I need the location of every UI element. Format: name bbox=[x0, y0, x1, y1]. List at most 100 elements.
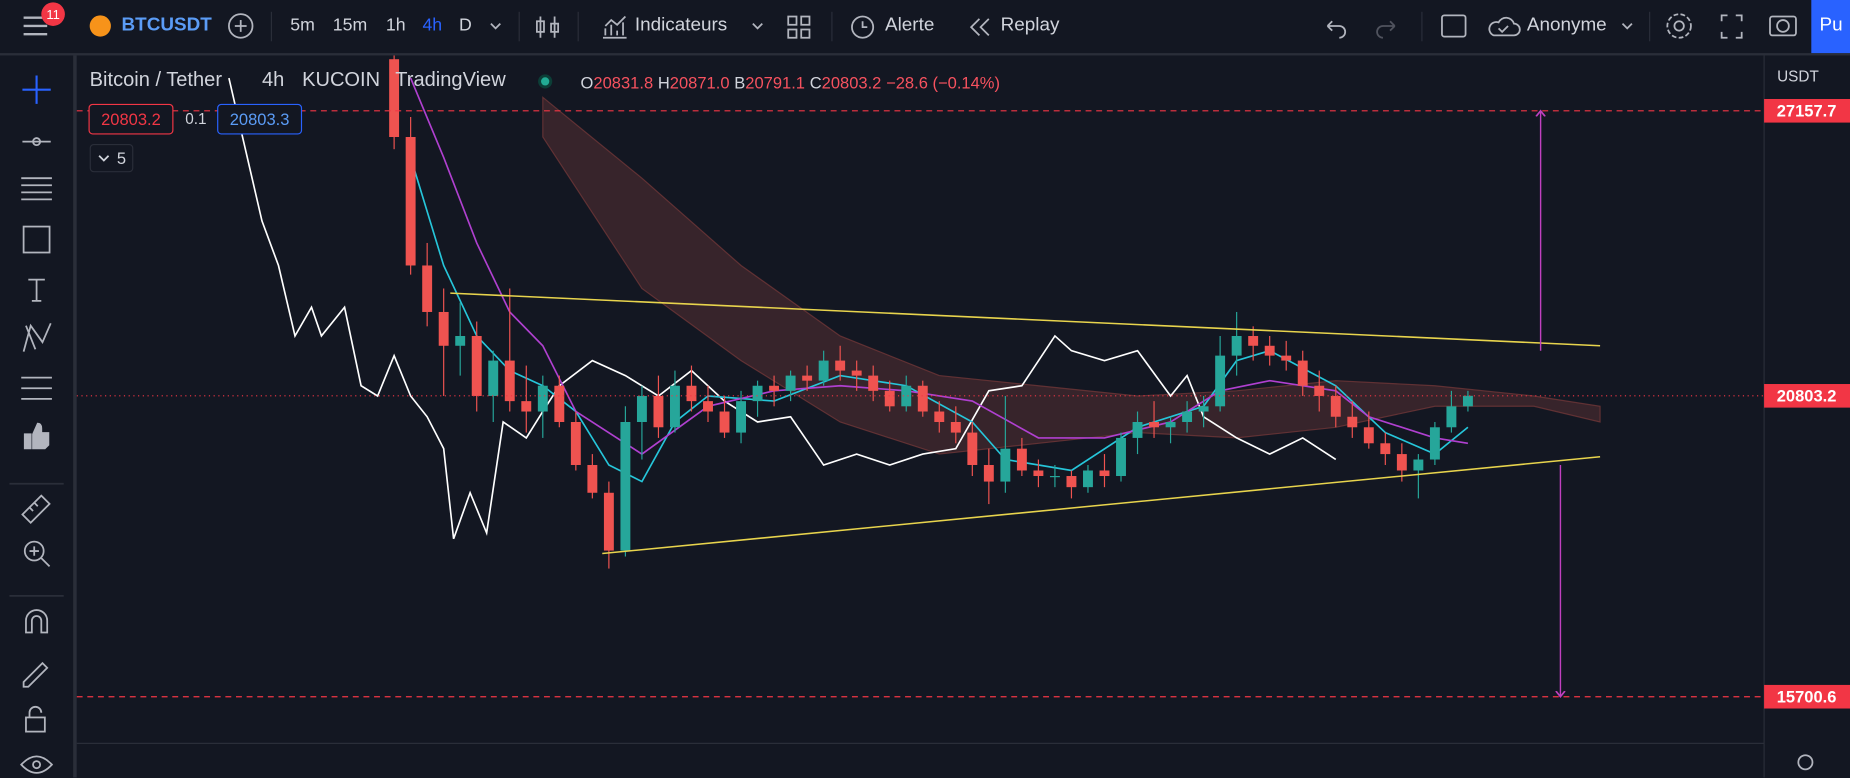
candle-body bbox=[1066, 476, 1077, 488]
chevron[interactable] bbox=[752, 22, 763, 30]
candle-body bbox=[1215, 355, 1226, 407]
lens bbox=[1776, 19, 1790, 33]
buy-price[interactable]: 20803.3 bbox=[229, 109, 290, 129]
ruler-tool[interactable] bbox=[21, 494, 51, 524]
level-label: 15700.6 bbox=[1777, 688, 1837, 706]
camera-icon[interactable] bbox=[1769, 15, 1797, 37]
instrument-name: Bitcoin / Tether bbox=[89, 68, 223, 91]
level-tag bbox=[1764, 684, 1850, 709]
top-icons bbox=[23, 13, 1797, 39]
grid-icon[interactable] bbox=[787, 15, 798, 26]
candle-body bbox=[950, 421, 961, 433]
indicators-icon[interactable] bbox=[602, 15, 627, 39]
interval[interactable]: 15m bbox=[332, 15, 368, 36]
candle-body bbox=[851, 370, 862, 376]
replay-button[interactable]: Replay bbox=[1000, 15, 1060, 36]
indicator-count[interactable]: 5 bbox=[116, 148, 127, 168]
axes: 27157.7 15700.6 20803.2 bbox=[1764, 98, 1850, 709]
candle-body bbox=[802, 375, 813, 381]
buy-box[interactable] bbox=[217, 103, 303, 135]
candle-body bbox=[1049, 476, 1060, 478]
account[interactable]: Anonyme bbox=[1526, 15, 1607, 36]
interval[interactable]: 1h bbox=[385, 15, 406, 36]
ohlc-value: 20791.1 bbox=[745, 73, 805, 93]
candle-body bbox=[1016, 448, 1027, 471]
candle-body bbox=[1297, 360, 1308, 386]
alert-button[interactable]: Alerte bbox=[884, 15, 935, 36]
chevron[interactable] bbox=[1621, 22, 1633, 30]
redo[interactable] bbox=[1376, 20, 1396, 39]
clock bbox=[861, 21, 868, 29]
candle-body bbox=[455, 336, 466, 346]
dot bbox=[32, 137, 42, 147]
fullscreen[interactable] bbox=[1720, 14, 1743, 39]
candle-body bbox=[438, 311, 449, 346]
interval-active[interactable]: 4h bbox=[422, 15, 443, 36]
chevron[interactable] bbox=[490, 22, 501, 30]
sell-box[interactable] bbox=[88, 103, 174, 135]
candle-body bbox=[1083, 470, 1093, 488]
trendline bbox=[602, 456, 1601, 555]
add-symbol[interactable] bbox=[228, 13, 254, 39]
shape-tool[interactable] bbox=[22, 225, 51, 254]
badge bbox=[41, 2, 65, 26]
candle-body bbox=[983, 464, 994, 482]
alert-icon[interactable] bbox=[851, 15, 875, 39]
candle-body bbox=[1182, 411, 1193, 422]
chart-type[interactable] bbox=[536, 16, 560, 38]
candle-body bbox=[620, 421, 631, 551]
candle-body bbox=[686, 385, 697, 402]
currency[interactable]: USDT bbox=[1777, 67, 1819, 85]
candle-body bbox=[868, 375, 879, 391]
candle-body bbox=[934, 411, 945, 422]
prediction-tool[interactable] bbox=[21, 376, 52, 400]
candle-body bbox=[719, 411, 730, 433]
level-tag bbox=[1764, 98, 1850, 123]
like-tool[interactable] bbox=[23, 422, 50, 450]
interval[interactable]: 5m bbox=[290, 15, 315, 36]
publish-label[interactable]: Pu bbox=[1819, 15, 1843, 36]
cloud-icon[interactable] bbox=[1488, 16, 1521, 37]
indicators-button[interactable]: Indicateurs bbox=[634, 15, 728, 36]
candle-body bbox=[1248, 336, 1259, 346]
undo[interactable] bbox=[1326, 20, 1347, 39]
crosshair-tool[interactable] bbox=[22, 75, 51, 104]
candle-body bbox=[587, 464, 598, 493]
spread: 0.1 bbox=[185, 109, 207, 128]
symbol[interactable]: BTCUSDT bbox=[121, 15, 212, 36]
axis-settings[interactable] bbox=[1797, 754, 1814, 771]
candle-body bbox=[521, 401, 532, 412]
settings-icon[interactable] bbox=[1673, 20, 1685, 32]
zoom-tool[interactable] bbox=[23, 540, 45, 562]
candle-body bbox=[901, 385, 912, 407]
lock-tool[interactable] bbox=[25, 716, 46, 733]
interval[interactable]: D bbox=[459, 15, 472, 36]
visibility-tool[interactable] bbox=[20, 755, 54, 774]
magnet-tool[interactable] bbox=[25, 609, 49, 634]
replay-icon[interactable] bbox=[969, 18, 990, 37]
candle-body bbox=[1363, 427, 1374, 444]
grid-icon bbox=[787, 28, 798, 39]
top-separator bbox=[0, 53, 1850, 56]
exchange: KUCOIN bbox=[302, 68, 381, 91]
left-separator bbox=[73, 55, 77, 778]
sell-price[interactable]: 20803.2 bbox=[101, 109, 161, 129]
top-bar bbox=[0, 0, 1850, 54]
lock-draw-tool[interactable] bbox=[22, 661, 49, 688]
candle-body bbox=[967, 432, 978, 465]
candle-body bbox=[1413, 459, 1424, 471]
publish-button[interactable] bbox=[1811, 0, 1850, 54]
candle-body bbox=[769, 385, 780, 391]
candle-body bbox=[1446, 406, 1457, 428]
text-tool[interactable] bbox=[28, 278, 45, 302]
fib-tool[interactable] bbox=[21, 177, 52, 201]
plus bbox=[29, 546, 51, 568]
layout-icon[interactable] bbox=[1441, 14, 1467, 38]
ohlc-key: B bbox=[734, 73, 746, 93]
pattern-tool[interactable] bbox=[22, 322, 52, 352]
grid-icon bbox=[800, 28, 811, 39]
candle-body bbox=[471, 336, 482, 396]
indicator-toggle[interactable] bbox=[89, 143, 134, 173]
